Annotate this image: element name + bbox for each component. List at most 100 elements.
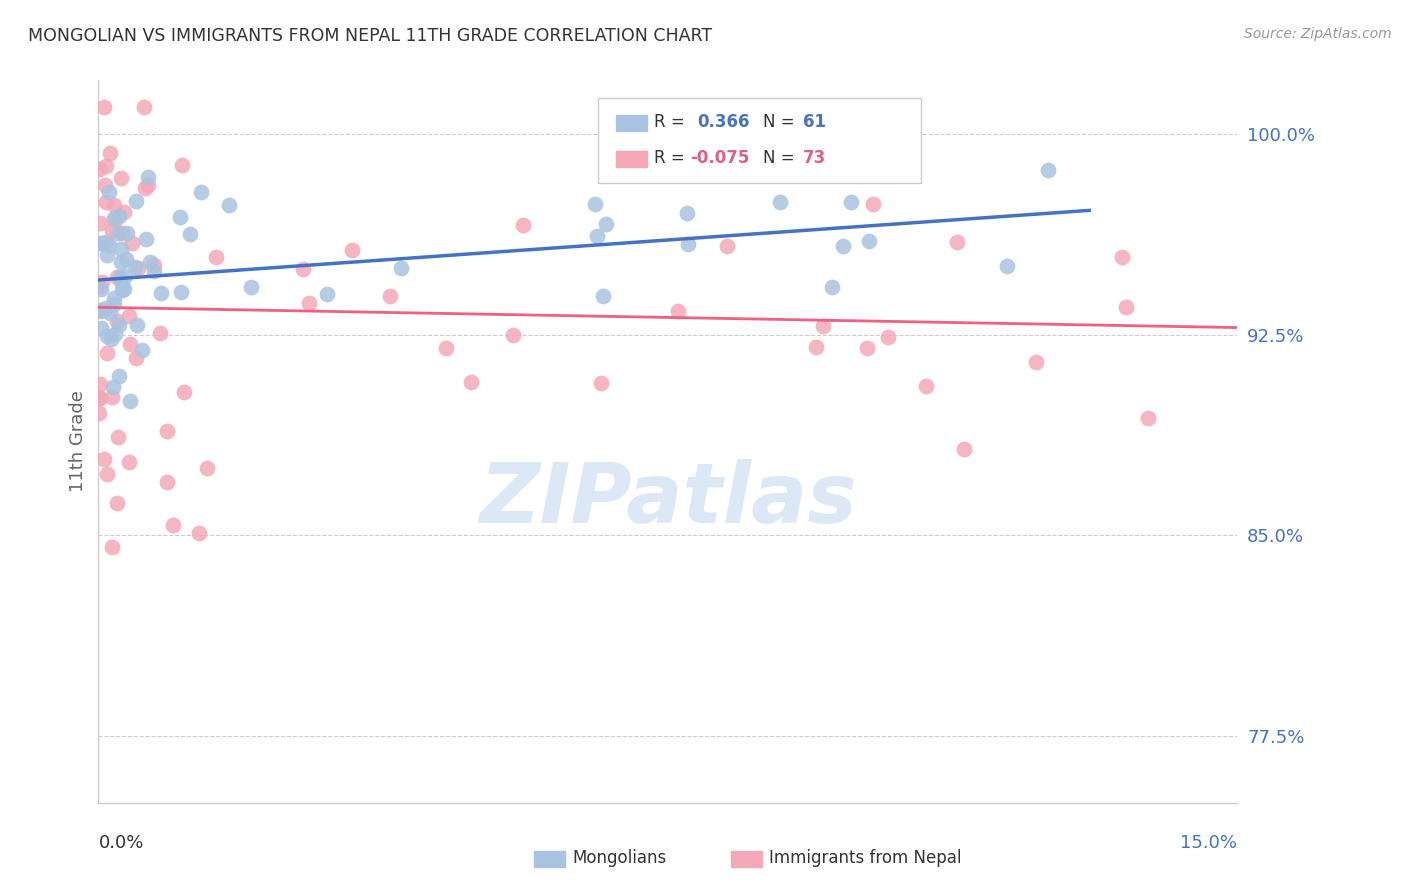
Point <box>205 250 228 264</box>
Point <box>595 217 617 231</box>
Point <box>131 343 153 357</box>
Point <box>90 321 112 335</box>
Text: R =: R = <box>654 113 685 131</box>
Text: 73: 73 <box>803 149 827 167</box>
Point <box>602 100 624 114</box>
Y-axis label: 11th Grade: 11th Grade <box>69 391 87 492</box>
Point <box>1025 355 1047 369</box>
Point <box>100 390 122 404</box>
Point <box>96 329 118 343</box>
Point <box>858 234 880 248</box>
Text: R =: R = <box>654 149 685 167</box>
Point <box>378 289 401 303</box>
Text: Source: ZipAtlas.com: Source: ZipAtlas.com <box>1244 27 1392 41</box>
Point <box>101 223 124 237</box>
Point <box>179 227 201 241</box>
Point <box>105 496 128 510</box>
Point <box>108 368 131 383</box>
Point <box>96 248 118 262</box>
Point <box>118 310 141 324</box>
Point <box>96 346 118 360</box>
Point <box>93 452 115 467</box>
Point <box>98 146 121 161</box>
Point <box>340 243 363 257</box>
Point <box>877 330 900 344</box>
Point <box>105 270 128 285</box>
Point <box>862 197 884 211</box>
Point <box>120 337 142 351</box>
Point <box>769 194 792 209</box>
Point <box>103 380 125 394</box>
Point <box>172 158 194 172</box>
Point <box>112 282 135 296</box>
Point <box>136 178 159 193</box>
Point <box>583 197 606 211</box>
Point <box>143 264 166 278</box>
Point <box>512 218 534 232</box>
Point <box>104 327 127 342</box>
Point <box>502 327 524 342</box>
Point <box>98 238 121 252</box>
Point <box>292 262 315 277</box>
Point <box>592 289 614 303</box>
Text: Mongolians: Mongolians <box>572 849 666 867</box>
Point <box>240 280 263 294</box>
Point <box>118 393 141 408</box>
Text: N =: N = <box>763 113 794 131</box>
Point <box>89 278 111 293</box>
Text: ZIPatlas: ZIPatlas <box>479 458 856 540</box>
Point <box>190 185 212 199</box>
Text: 0.0%: 0.0% <box>98 834 143 852</box>
Point <box>134 181 156 195</box>
Point <box>676 237 699 252</box>
Point <box>103 198 125 212</box>
Text: 15.0%: 15.0% <box>1180 834 1237 852</box>
Point <box>298 296 321 310</box>
Point <box>117 226 139 240</box>
Point <box>94 195 117 210</box>
Point <box>811 319 834 334</box>
Point <box>108 209 131 223</box>
Point <box>90 275 112 289</box>
Point <box>107 226 129 240</box>
Point <box>460 375 482 389</box>
Point <box>108 270 131 285</box>
Point <box>139 255 162 269</box>
Point <box>434 341 457 355</box>
Point <box>114 268 136 283</box>
Point <box>953 442 976 457</box>
Point <box>94 235 117 249</box>
Point <box>94 159 117 173</box>
Point <box>169 210 191 224</box>
Point <box>149 326 172 340</box>
Point <box>114 252 136 266</box>
Point <box>125 351 148 366</box>
Point <box>666 304 689 318</box>
Point <box>946 235 969 249</box>
Point <box>188 525 211 540</box>
Point <box>218 198 240 212</box>
Point <box>839 194 862 209</box>
Point <box>121 236 143 251</box>
Point <box>1115 300 1137 314</box>
Point <box>124 260 146 275</box>
Point <box>112 205 135 219</box>
Point <box>107 430 129 444</box>
Text: Immigrants from Nepal: Immigrants from Nepal <box>769 849 962 867</box>
Text: 61: 61 <box>803 113 825 131</box>
Point <box>105 314 128 328</box>
Point <box>915 378 938 392</box>
Point <box>101 541 124 555</box>
Point <box>127 260 149 275</box>
Point <box>127 318 149 332</box>
Point <box>589 376 612 390</box>
Point <box>1111 250 1133 264</box>
Point <box>110 254 132 268</box>
Point <box>856 341 879 355</box>
Point <box>108 318 131 332</box>
Point <box>995 259 1018 273</box>
Point <box>103 291 125 305</box>
Point <box>103 297 125 311</box>
Point <box>98 185 121 199</box>
Point <box>111 277 134 291</box>
